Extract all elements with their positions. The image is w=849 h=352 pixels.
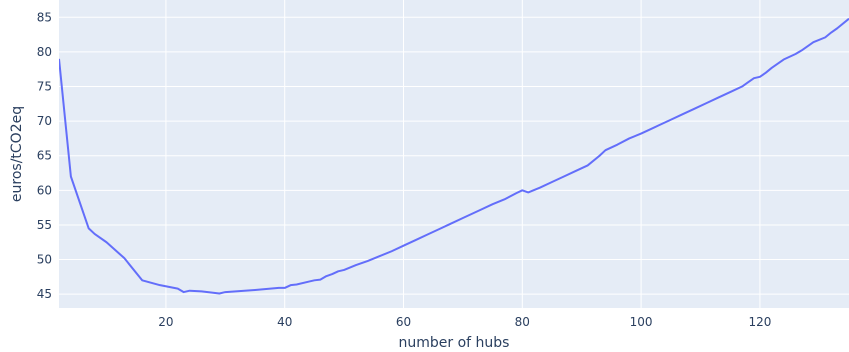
y-tick-label: 50 xyxy=(37,253,52,267)
x-tick-label: 20 xyxy=(158,315,173,329)
y-tick-label: 70 xyxy=(37,114,52,128)
y-tick-label: 65 xyxy=(37,149,52,163)
y-tick-label: 85 xyxy=(37,10,52,24)
x-tick-labels: 20 40 60 80 100 120 xyxy=(158,315,771,329)
y-tick-label: 75 xyxy=(37,80,52,94)
plot-background xyxy=(59,0,849,308)
y-tick-label: 45 xyxy=(37,287,52,301)
y-tick-label: 60 xyxy=(37,183,52,197)
y-tick-label: 55 xyxy=(37,218,52,232)
y-axis-title: euros/tCO2eq xyxy=(9,106,25,202)
grid-lines xyxy=(59,0,849,308)
x-tick-label: 80 xyxy=(515,315,530,329)
x-tick-label: 40 xyxy=(277,315,292,329)
x-axis-title: number of hubs xyxy=(399,335,510,351)
x-tick-label: 60 xyxy=(396,315,411,329)
series-line xyxy=(59,17,849,295)
y-tick-labels: 45 50 55 60 65 70 75 80 85 xyxy=(37,10,52,301)
y-tick-label: 80 xyxy=(37,45,52,59)
x-tick-label: 100 xyxy=(630,315,653,329)
x-tick-label: 120 xyxy=(748,315,771,329)
